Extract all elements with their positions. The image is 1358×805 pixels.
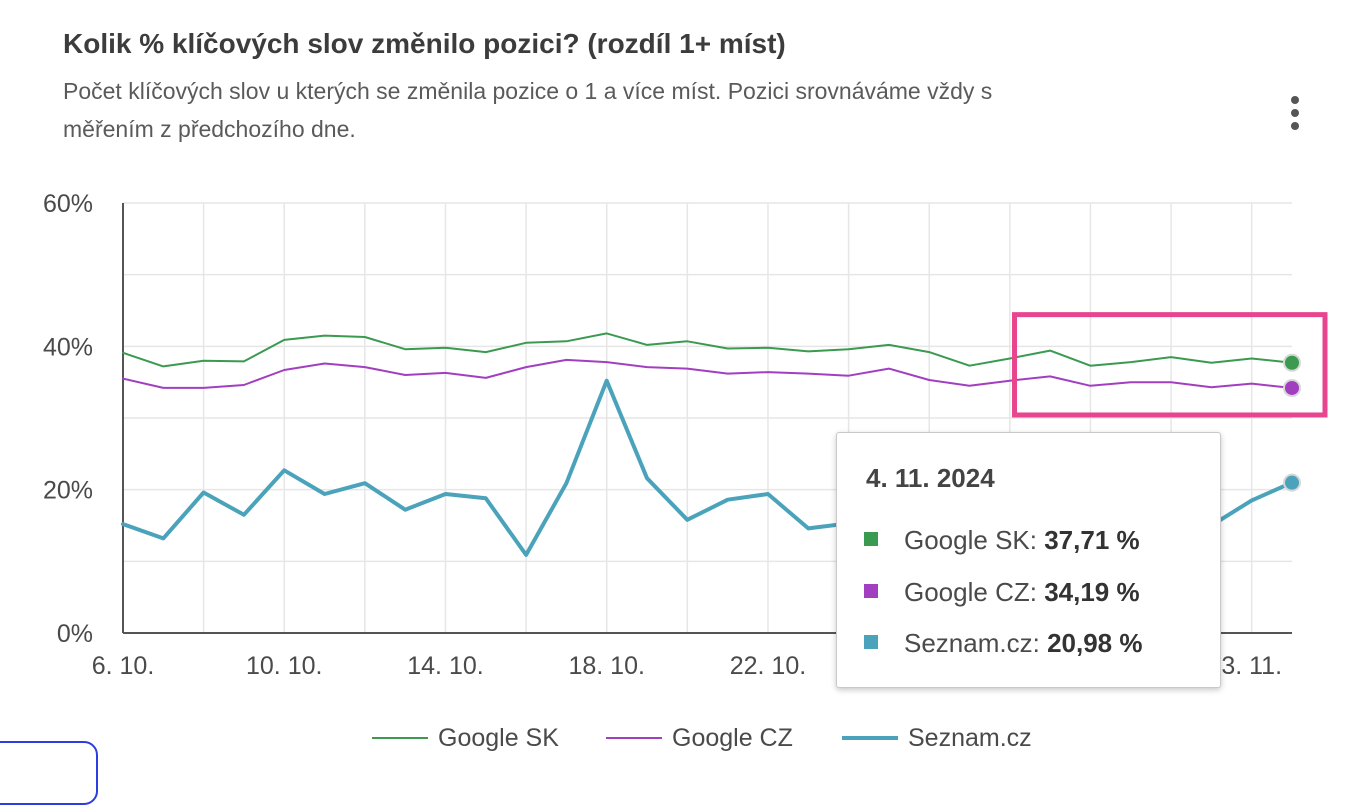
- tooltip-value: 20,98 %: [1047, 628, 1143, 658]
- legend-line-icon: [606, 737, 662, 739]
- legend-label: Google SK: [438, 724, 559, 752]
- tooltip-label: Google SK:: [904, 525, 1037, 555]
- legend-item-seznam[interactable]: Seznam.cz: [842, 724, 1032, 753]
- y-tick-label: 40%: [43, 333, 93, 361]
- x-tick-label: 6. 10.: [92, 652, 155, 680]
- tooltip-label: Google CZ:: [904, 577, 1037, 607]
- y-tick-label: 0%: [57, 620, 93, 648]
- seznam-swatch-icon: [864, 635, 878, 649]
- tooltip-value: 37,71 %: [1044, 525, 1140, 555]
- x-tick-label: 14. 10.: [407, 652, 483, 680]
- highlight-point: [1283, 378, 1301, 397]
- tooltip-label: Seznam.cz:: [904, 628, 1040, 658]
- series-line-google-sk: [122, 332, 1293, 368]
- highlight-box: [1012, 312, 1328, 418]
- google-cz-swatch-icon: [864, 584, 878, 598]
- google-sk-swatch-icon: [864, 532, 878, 546]
- line-chart: 0% 20% 40% 60% 6. 10. 10. 10. 14. 10. 18. 10. 22…: [43, 190, 1328, 680]
- legend-line-icon: [372, 737, 428, 739]
- tooltip-date: 4. 11. 2024: [866, 463, 995, 493]
- x-tick-label: 18. 10.: [568, 652, 644, 680]
- highlight-point: [1283, 353, 1301, 372]
- tooltip-row-google-sk: Google SK: 37,71 %: [864, 525, 1140, 556]
- chart-subtitle: Počet klíčových slov u kterých se změnil…: [63, 78, 993, 142]
- more-vert-icon[interactable]: [1282, 96, 1308, 130]
- chart-title: Kolik % klíčových slov změnilo pozici? (…: [63, 28, 786, 59]
- tooltip-row-google-cz: Google CZ: 34,19 %: [864, 577, 1140, 608]
- chart-legend: Google SK Google CZ Seznam.cz: [0, 724, 1358, 764]
- highlight-point: [1283, 473, 1301, 492]
- x-tick-label: 3. 11.: [1221, 652, 1282, 680]
- chart-tooltip: 4. 11. 2024 Google SK: 37,71 % Google CZ…: [836, 432, 1221, 688]
- y-tick-label: 20%: [43, 477, 93, 505]
- legend-item-google-cz[interactable]: Google CZ: [606, 724, 793, 753]
- menu-dot: [1291, 122, 1299, 130]
- series-line-google-cz: [122, 358, 1293, 389]
- tooltip-value: 34,19 %: [1044, 577, 1140, 607]
- x-tick-label: 22. 10.: [730, 652, 806, 680]
- side-panel-button[interactable]: [0, 741, 98, 805]
- tooltip-row-seznam: Seznam.cz: 20,98 %: [864, 628, 1142, 659]
- x-tick-label: 10. 10.: [246, 652, 322, 680]
- y-tick-label: 60%: [43, 190, 93, 218]
- menu-dot: [1291, 109, 1299, 117]
- legend-label: Google CZ: [672, 724, 793, 752]
- legend-line-icon: [842, 736, 898, 740]
- menu-dot: [1291, 96, 1299, 104]
- legend-label: Seznam.cz: [908, 724, 1032, 752]
- legend-item-google-sk[interactable]: Google SK: [372, 724, 559, 753]
